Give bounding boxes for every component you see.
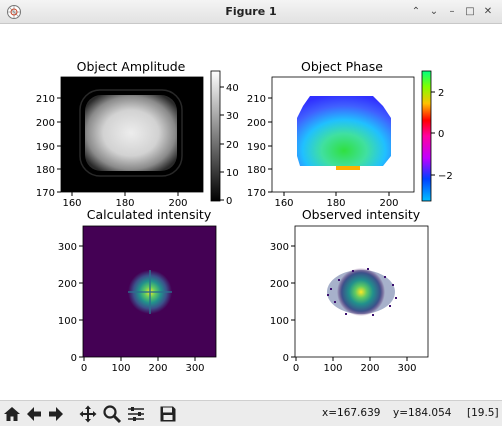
figure-canvas[interactable]: Object Amplitude 160 180 200 210 200 190… [0,24,502,400]
zoom-icon[interactable] [102,404,122,424]
observed-intensity-yticks: 300 200 100 0 [270,242,295,364]
maximize-window-button[interactable]: □ [465,6,475,17]
amplitude-xtick-label: 200 [168,198,187,209]
phase-ytick-label: 170 [247,188,266,199]
pan-icon[interactable] [78,404,98,424]
phase-axes-frame [271,76,415,193]
phase-xtick-label: 180 [326,198,345,209]
minimize-window-button[interactable]: – [449,6,455,17]
calculated-intensity-frame [82,225,217,358]
home-icon[interactable] [2,404,22,424]
amplitude-colorbar [210,70,221,202]
amplitude-colorbar-tick-label: 0 [226,196,232,207]
phase-edge-stripe [336,166,360,170]
phase-title: Object Phase [301,59,383,74]
forward-arrow-icon[interactable] [46,404,66,424]
phase-ytick-label: 200 [247,118,266,129]
phase-xtick-label: 200 [379,198,398,209]
amplitude-xtick-label: 160 [62,198,81,209]
observed-ytick-label: 0 [283,353,289,364]
observed-xtick-label: 300 [397,363,416,374]
amplitude-colorbar-tick-label: 10 [226,168,239,179]
amplitude-xtick-label: 180 [115,198,134,209]
phase-ytick-label: 190 [247,142,266,153]
observed-ytick-label: 200 [270,279,289,290]
amplitude-yticks: 210 200 190 180 170 [36,94,61,199]
amplitude-ytick-label: 180 [36,165,55,176]
window-titlebar: Figure 1 ⌃ ⌄ – □ ✕ [0,0,502,24]
cursor-x-readout: x=167.639 [322,407,381,419]
phase-xticks: 160 180 200 [274,192,399,209]
amplitude-ytick-label: 170 [36,188,55,199]
observed-ytick-label: 300 [270,242,289,253]
amplitude-ring [79,89,183,177]
restore-window-button[interactable]: ⌄ [429,6,439,17]
calculated-xtick-label: 200 [148,363,167,374]
amplitude-ytick-label: 190 [36,142,55,153]
observed-ytick-label: 100 [270,316,289,327]
configure-subplots-icon[interactable] [126,404,146,424]
calculated-xtick-label: 0 [81,363,87,374]
close-window-button[interactable]: ✕ [483,6,493,17]
calculated-ytick-label: 200 [58,279,77,290]
amplitude-colorbar-tick-label: 30 [226,111,239,122]
amplitude-object [85,95,177,171]
amplitude-colorbar-tick-label: 40 [226,83,239,94]
phase-colorbar-tick-label: 0 [438,129,444,140]
cursor-y-readout: y=184.054 [393,407,452,419]
navigation-toolbar: x=167.639 y=184.054 [19.5] [0,400,502,426]
calculated-ytick-label: 300 [58,242,77,253]
amplitude-axes-frame [60,76,204,193]
observed-intensity-spot [337,268,385,316]
save-icon[interactable] [158,404,178,424]
amplitude-ytick-label: 210 [36,94,55,105]
observed-xtick-label: 0 [293,363,299,374]
observed-intensity-xticks: 0 100 200 300 [293,357,417,374]
calculated-intensity-xticks: 0 100 200 300 [81,357,205,374]
amplitude-colorbar-tick-label: 20 [226,140,239,151]
calculated-ytick-label: 100 [58,316,77,327]
phase-colorbar-tick-label: −2 [438,171,453,182]
phase-colorbar-tick-label: 2 [438,88,444,99]
observed-intensity-title: Observed intensity [302,207,421,222]
amplitude-colorbar-ticks: 40 30 20 10 0 [220,83,239,207]
observed-xtick-label: 100 [323,363,342,374]
phase-colorbar [421,70,432,202]
pixel-value-readout: [19.5] [467,407,499,419]
phase-colorbar-ticks: 2 0 −2 [431,88,453,182]
calculated-xtick-label: 100 [111,363,130,374]
calculated-intensity-yticks: 300 200 100 0 [58,242,83,364]
amplitude-title: Object Amplitude [77,59,186,74]
window-title: Figure 1 [225,5,277,18]
phase-yticks: 210 200 190 180 170 [247,94,272,199]
calculated-xtick-label: 300 [185,363,204,374]
phase-ytick-label: 210 [247,94,266,105]
collapse-window-button[interactable]: ⌃ [411,6,421,17]
calculated-intensity-title: Calculated intensity [87,207,212,222]
observed-intensity-frame [294,225,429,358]
phase-ytick-label: 180 [247,165,266,176]
app-icon [7,5,21,19]
calculated-ytick-label: 0 [71,353,77,364]
observed-xtick-label: 200 [360,363,379,374]
back-arrow-icon[interactable] [24,404,44,424]
observed-intensity-speckles [327,268,397,316]
phase-xtick-label: 160 [274,198,293,209]
amplitude-ytick-label: 200 [36,118,55,129]
phase-object [297,96,391,166]
amplitude-xticks: 160 180 200 [62,192,188,209]
